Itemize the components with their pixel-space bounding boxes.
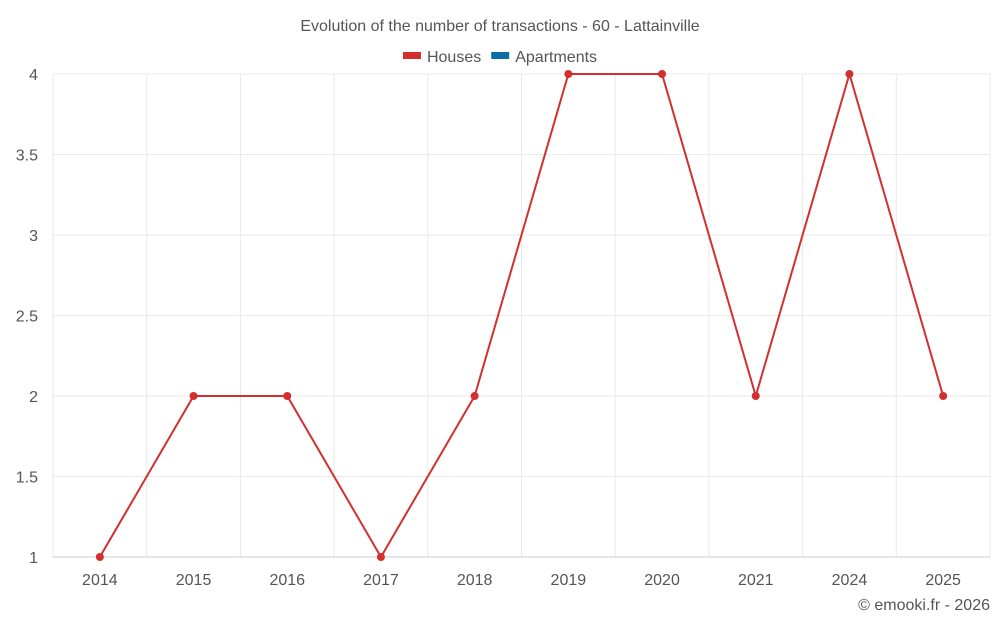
data-point-houses-2025[interactable] [939, 392, 948, 400]
data-point-houses-2015[interactable] [189, 392, 198, 400]
data-point-houses-2018[interactable] [470, 392, 479, 400]
y-axis: 1 1.5 2 2.5 3 3.5 4 [16, 67, 38, 567]
y-tick-label: 4 [29, 67, 38, 84]
series-line-houses [98, 73, 945, 558]
y-tick-label: 2.5 [16, 309, 38, 326]
x-tick-label: 2015 [176, 572, 212, 589]
y-tick-label: 2 [29, 389, 38, 406]
series-layer [95, 70, 948, 561]
legend-item-apartments[interactable]: Apartments [491, 49, 597, 66]
y-tick-label: 1.5 [16, 470, 38, 487]
data-point-houses-2020[interactable] [658, 70, 667, 78]
legend-label-apartments: Apartments [515, 49, 597, 66]
credit-text: © emooki.fr - 2026 [858, 597, 990, 614]
legend-swatch-apartments [491, 52, 510, 59]
x-tick-label: 2017 [363, 572, 399, 589]
legend-swatch-houses [402, 52, 421, 59]
data-point-houses-2017[interactable] [376, 553, 385, 561]
chart-title: Evolution of the number of transactions … [300, 18, 699, 35]
data-point-houses-2024[interactable] [845, 70, 854, 78]
x-tick-label: 2021 [738, 572, 774, 589]
data-point-houses-2016[interactable] [283, 392, 292, 400]
x-axis: 2014 2015 2016 2017 2018 2019 2020 2021 2024 2025 [82, 572, 961, 589]
y-tick-label: 1 [29, 550, 38, 567]
x-tick-label: 2016 [269, 572, 305, 589]
x-tick-label: 2024 [832, 572, 868, 589]
x-tick-label: 2014 [82, 572, 118, 589]
legend: Houses Apartments [402, 49, 597, 66]
legend-label-houses: Houses [427, 49, 481, 66]
grid [52, 73, 991, 558]
x-tick-label: 2020 [644, 572, 680, 589]
y-tick-label: 3 [29, 228, 38, 245]
data-point-houses-2014[interactable] [95, 553, 104, 561]
data-point-houses-2019[interactable] [564, 70, 573, 78]
data-point-houses-2021[interactable] [751, 392, 760, 400]
y-tick-label: 3.5 [16, 148, 38, 165]
x-tick-label: 2018 [457, 572, 493, 589]
legend-item-houses[interactable]: Houses [402, 49, 481, 66]
x-tick-label: 2019 [551, 572, 587, 589]
x-tick-label: 2025 [925, 572, 961, 589]
